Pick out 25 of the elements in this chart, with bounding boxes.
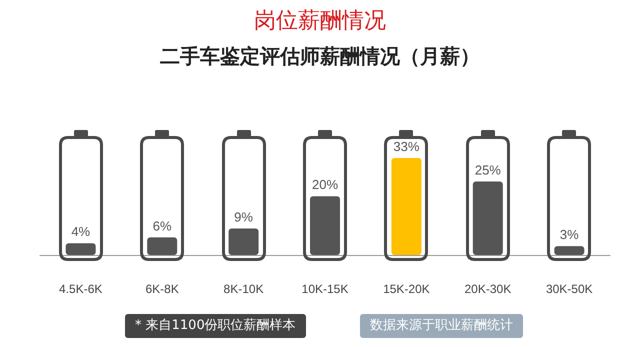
chart-subtitle: 二手车鉴定评估师薪酬情况（月薪） — [160, 45, 480, 68]
bar — [472, 182, 503, 255]
bar — [147, 237, 178, 255]
data-label: 25% — [474, 162, 502, 178]
bar — [228, 228, 259, 255]
data-label: 4% — [71, 224, 91, 240]
chart-title: 岗位薪酬情况 — [254, 8, 386, 32]
x-tick-label: 20K-30K — [464, 282, 512, 296]
data-label: 6% — [152, 218, 172, 234]
bar — [391, 158, 422, 255]
text: * 来自1100份职位薪酬样本 — [125, 314, 306, 338]
data-label: 33% — [393, 139, 420, 154]
data-label: 20% — [312, 177, 338, 192]
x-tick-label: 6K-8K — [145, 282, 179, 296]
bar — [310, 196, 340, 255]
data-label: 3% — [560, 227, 580, 242]
data-label: 9% — [234, 210, 254, 225]
x-tick-label: 8K-10K — [224, 282, 264, 296]
text: 数据来源于职业薪酬统计 — [360, 314, 523, 338]
x-tick-label: 15K-20K — [383, 282, 430, 296]
x-tick-label: 30K-50K — [546, 282, 593, 296]
x-tick-label: 10K-15K — [302, 282, 348, 296]
x-tick-label: 4.5K-6K — [59, 282, 102, 296]
bar — [554, 246, 584, 255]
bar — [66, 243, 96, 255]
